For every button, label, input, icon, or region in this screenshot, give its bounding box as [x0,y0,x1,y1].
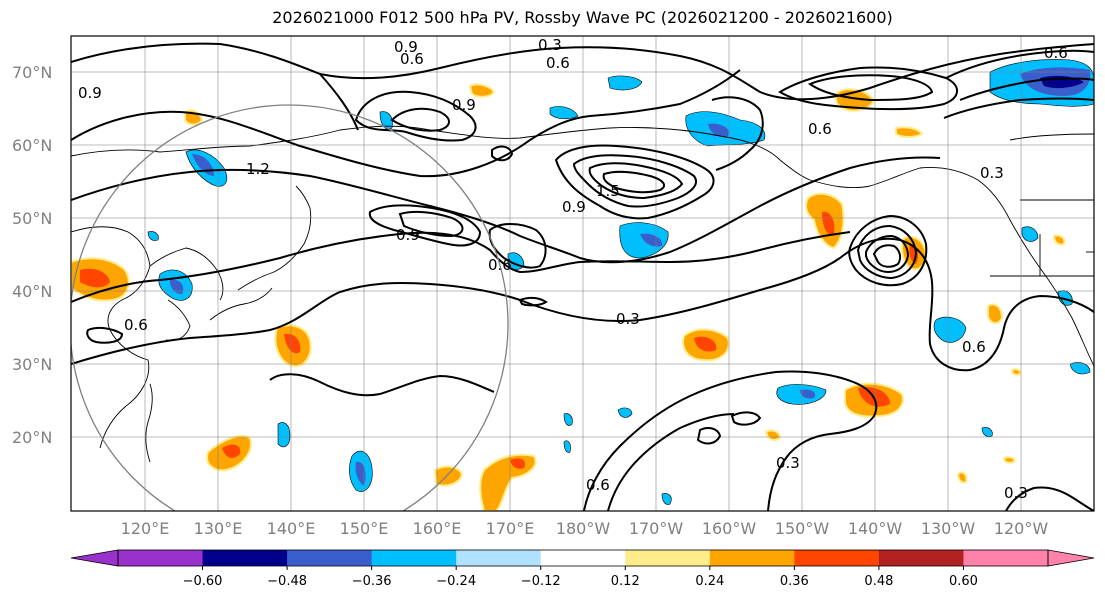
colorbar [70,549,1095,567]
lon-label: 160°E [413,519,462,538]
contour-label-c1: 0.9 [78,84,102,102]
coastlines [71,125,1094,463]
contour-label-c2: 0.3 [538,36,562,54]
contour-label-c6: 0.9 [452,96,476,114]
contour-label-c20: 0.6 [1044,44,1068,62]
lon-label: 170°W [629,519,684,538]
contour-label-c19: 0.3 [980,164,1004,182]
contour-labels: 0.9 0.3 0.6 0.9 0.6 0.9 1.2 0.9 0.6 1.5 … [78,36,1068,502]
contour-label-c16: 0.6 [586,476,610,494]
colorbar-segment [709,550,795,566]
colorbar-tick-label: −0.36 [352,574,392,589]
contour-label-c8: 0.9 [396,226,420,244]
colorbar-tick-label: 0.48 [864,574,893,589]
lon-label: 160°W [702,519,757,538]
contour-label-c3: 0.6 [400,50,424,68]
contour-label-c4: 0.9 [394,38,418,56]
colorbar-ticks: −0.60 −0.48 −0.36 −0.24 −0.12 0.12 0.24 0.36 0.4… [183,566,978,589]
colorbar-segment [456,550,542,566]
contour-label-c7: 1.2 [246,160,270,178]
colorbar-tick-label: −0.24 [436,574,476,589]
graticule [71,36,1094,511]
lon-label: 180°W [556,519,611,538]
pv-contours [71,42,1094,511]
contour-label-c5: 0.6 [546,54,570,72]
contour-label-c13: 0.3 [616,310,640,328]
colorbar-segment [202,550,288,566]
contour-label-c15: 0.3 [776,454,800,472]
lon-label: 130°E [194,519,243,538]
colorbar-segment [540,550,626,566]
colorbar-tick-label: 0.60 [949,574,978,589]
colorbar-min-extension [70,549,119,567]
lat-label: 30°N [12,355,52,374]
lon-label: 120°E [121,519,170,538]
lat-label: 20°N [12,428,52,447]
colorbar-tick-label: −0.60 [183,574,223,589]
map-layers: 0.9 0.3 0.6 0.9 0.6 0.9 1.2 0.9 0.6 1.5 … [71,36,1094,511]
contour-label-c12: 0.6 [808,120,832,138]
colorbar-segment [963,550,1049,566]
lon-label: 120°W [994,519,1049,538]
contour-label-c11: 0.9 [562,198,586,216]
colorbar-segment [625,550,711,566]
colorbar-frame [117,549,1049,567]
lon-label: 140°E [267,519,316,538]
lat-label: 50°N [12,209,52,228]
colorbar-segment [878,550,964,566]
colorbar-segment [287,550,373,566]
colorbar-segment [371,550,457,566]
map-background [71,36,1094,511]
contour-label-c14: 0.6 [124,316,148,334]
lon-label: 140°W [848,519,903,538]
contour-label-c18: 0.6 [962,338,986,356]
colorbar-max-extension [1047,549,1095,567]
lon-label: 170°E [486,519,535,538]
lat-label: 70°N [12,63,52,82]
colorbar-segment [794,550,880,566]
contour-label-c10: 1.5 [596,182,620,200]
lon-label: 150°W [775,519,830,538]
colorbar-tick-label: −0.48 [267,574,307,589]
negative-anomaly-shading [147,59,1094,505]
lat-label: 40°N [12,282,52,301]
contour-label-c17: 0.3 [1004,484,1028,502]
lon-label: 130°W [921,519,976,538]
colorbar-tick-label: −0.12 [521,574,561,589]
colorbar-tick-label: 0.24 [695,574,724,589]
reference-circle [71,104,509,511]
chart-title: 2026021000 F012 500 hPa PV, Rossby Wave … [272,8,893,27]
colorbar-tick-label: 0.12 [611,574,640,589]
lon-label: 150°E [340,519,389,538]
colorbar-tick-label: 0.36 [780,574,809,589]
colorbar-segment [118,550,204,566]
latitude-labels: 70°N 60°N 50°N 40°N 30°N 20°N [12,63,52,447]
lat-label: 60°N [12,136,52,155]
longitude-labels: 120°E 130°E 140°E 150°E 160°E 170°E 180°… [121,519,1049,538]
plot-frame [70,35,1095,512]
